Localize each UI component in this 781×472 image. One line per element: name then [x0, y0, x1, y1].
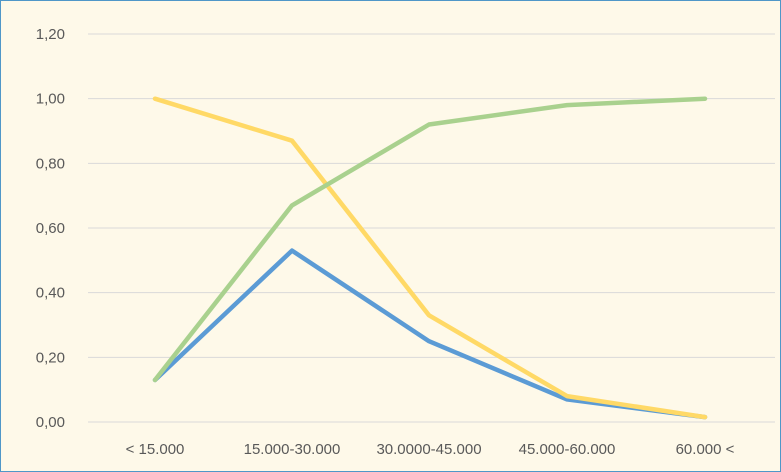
- x-axis-labels: < 15.000 15.000-30.000 30.0000-45.000 45.00…: [126, 441, 735, 458]
- y-tick-label: 0,40: [36, 285, 65, 302]
- x-tick-label: < 15.000: [126, 441, 185, 458]
- y-tick-label: 0,20: [36, 349, 65, 366]
- x-tick-label: 15.000-30.000: [244, 441, 341, 458]
- x-tick-label: 60.000 <: [676, 441, 735, 458]
- series-line-2: [152, 96, 708, 420]
- y-tick-label: 1,00: [36, 91, 65, 108]
- y-tick-label: 1,20: [36, 26, 65, 43]
- x-tick-label: 30.0000-45.000: [376, 441, 481, 458]
- gridlines: [88, 33, 775, 423]
- x-tick-label: 45.000-60.000: [519, 441, 616, 458]
- y-tick-label: 0,80: [36, 155, 65, 172]
- series-line-3: [152, 96, 708, 383]
- series-lines: [152, 96, 708, 420]
- y-axis-labels: 0,00 0,20 0,40 0,60 0,80 1,00 1,20: [36, 26, 65, 431]
- y-tick-label: 0,60: [36, 220, 65, 237]
- y-tick-label: 0,00: [36, 414, 65, 431]
